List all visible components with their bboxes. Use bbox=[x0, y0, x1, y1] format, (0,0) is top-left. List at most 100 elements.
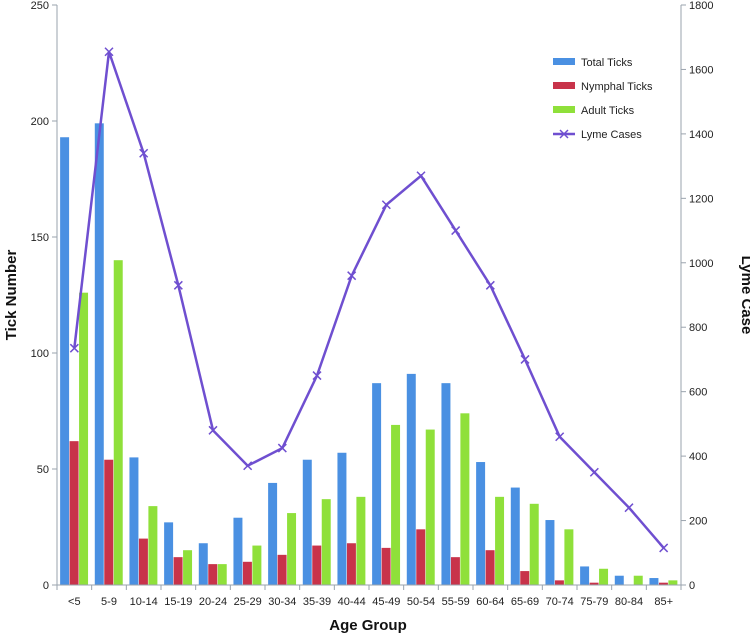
bar-adult-ticks bbox=[356, 496, 366, 585]
x-tick-label: 20-24 bbox=[199, 596, 227, 608]
bar-nymphal-ticks bbox=[554, 580, 564, 585]
bar-total-ticks bbox=[510, 487, 520, 585]
bar-nymphal-ticks bbox=[277, 554, 287, 585]
x-tick-label: 75-79 bbox=[580, 596, 608, 608]
bar-nymphal-ticks bbox=[416, 529, 426, 585]
bar-adult-ticks bbox=[183, 550, 193, 585]
y2-tick-label: 400 bbox=[689, 451, 707, 463]
bar-adult-ticks bbox=[113, 260, 123, 585]
bar-total-ticks bbox=[580, 566, 590, 585]
legend-swatch bbox=[553, 82, 575, 89]
legend-item: Nymphal Ticks bbox=[553, 81, 653, 93]
legend-swatch bbox=[553, 106, 575, 113]
legend: Total Ticks Nymphal Ticks Adult Ticks Lyme … bbox=[553, 57, 653, 141]
legend-label: Lyme Cases bbox=[581, 129, 642, 141]
y2-tick-label: 1000 bbox=[689, 258, 713, 270]
bar-total-ticks bbox=[441, 383, 451, 585]
line-point-marker bbox=[589, 467, 599, 477]
y-axis-title: Tick Number bbox=[3, 250, 20, 341]
y2-tick-label: 1200 bbox=[689, 193, 713, 205]
line-point-marker bbox=[485, 280, 495, 290]
x-axis-title: Age Group bbox=[329, 617, 407, 634]
x-tick-label: 15-19 bbox=[164, 596, 192, 608]
bar-total-ticks bbox=[60, 137, 70, 586]
bar-total-ticks bbox=[164, 522, 174, 585]
bar-total-ticks bbox=[198, 543, 208, 585]
bar-nymphal-ticks bbox=[312, 545, 322, 585]
bar-nymphal-ticks bbox=[69, 441, 79, 585]
bar-adult-ticks bbox=[564, 529, 574, 585]
y2-tick-label: 1400 bbox=[689, 129, 713, 141]
bar-adult-ticks bbox=[391, 424, 401, 585]
bar-adult-ticks bbox=[495, 496, 505, 585]
bar-adult-ticks bbox=[148, 506, 158, 585]
bar-nymphal-ticks bbox=[346, 543, 356, 585]
bar-nymphal-ticks bbox=[520, 571, 530, 585]
x-tick-label: <5 bbox=[68, 596, 81, 608]
bar-total-ticks bbox=[372, 383, 382, 585]
line-lyme-cases bbox=[73, 51, 665, 549]
bar-adult-ticks bbox=[599, 568, 609, 585]
bar-adult-ticks bbox=[217, 564, 227, 585]
legend-item: Total Ticks bbox=[553, 57, 633, 69]
x-tick-label: 50-54 bbox=[407, 596, 435, 608]
bar-nymphal-ticks bbox=[658, 582, 668, 585]
y2-axis-title: Lyme Case bbox=[738, 256, 750, 335]
x-tick-label: 40-44 bbox=[338, 596, 366, 608]
bar-adult-ticks bbox=[529, 503, 539, 585]
bar-adult-ticks bbox=[321, 499, 331, 585]
x-tick-label: 5-9 bbox=[101, 596, 117, 608]
bar-total-ticks bbox=[94, 123, 104, 585]
bar-total-ticks bbox=[406, 373, 416, 585]
line-point-marker bbox=[520, 354, 530, 364]
bar-nymphal-ticks bbox=[485, 550, 495, 585]
x-tick-label: 10-14 bbox=[130, 596, 158, 608]
x-tick-label: 85+ bbox=[654, 596, 673, 608]
y2-tick-label: 1800 bbox=[689, 0, 713, 12]
legend-label: Total Ticks bbox=[581, 57, 633, 69]
line-point-marker bbox=[624, 503, 634, 513]
bar-adult-ticks bbox=[287, 513, 297, 585]
legend-item: Lyme Cases bbox=[553, 129, 642, 141]
bar-total-ticks bbox=[476, 462, 486, 585]
x-tick-label: 80-84 bbox=[615, 596, 643, 608]
bar-total-ticks bbox=[614, 575, 624, 585]
line-point-marker bbox=[555, 432, 565, 442]
x-tick-label: 65-69 bbox=[511, 596, 539, 608]
y-tick-label: 250 bbox=[31, 0, 49, 12]
bar-nymphal-ticks bbox=[104, 459, 114, 585]
y2-tick-label: 200 bbox=[689, 516, 707, 528]
line-point-marker bbox=[243, 461, 253, 471]
bar-nymphal-ticks bbox=[589, 582, 599, 585]
line-point-marker bbox=[208, 425, 218, 435]
legend-label: Nymphal Ticks bbox=[581, 81, 653, 93]
bar-adult-ticks bbox=[425, 429, 435, 585]
y-tick-label: 150 bbox=[31, 232, 49, 244]
bar-adult-ticks bbox=[668, 580, 678, 585]
bar-total-ticks bbox=[233, 517, 243, 585]
x-tick-label: 70-74 bbox=[546, 596, 574, 608]
line-point-marker bbox=[173, 280, 183, 290]
x-tick-label: 25-29 bbox=[234, 596, 262, 608]
line-point-marker bbox=[312, 371, 322, 381]
y-tick-label: 50 bbox=[37, 464, 49, 476]
bar-total-ticks bbox=[337, 452, 347, 585]
bar-total-ticks bbox=[268, 482, 278, 585]
y2-tick-label: 800 bbox=[689, 322, 707, 334]
bar-nymphal-ticks bbox=[208, 564, 218, 585]
x-tick-label: 30-34 bbox=[268, 596, 296, 608]
x-tick-label: 35-39 bbox=[303, 596, 331, 608]
line-point-marker bbox=[104, 47, 114, 57]
y2-tick-label: 1600 bbox=[689, 64, 713, 76]
bar-total-ticks bbox=[649, 578, 659, 585]
legend-item: Adult Ticks bbox=[553, 105, 635, 117]
bar-nymphal-ticks bbox=[138, 538, 148, 585]
legend-swatch bbox=[553, 58, 575, 65]
line-point-marker bbox=[416, 171, 426, 181]
bar-adult-ticks bbox=[252, 545, 262, 585]
line-point-marker bbox=[69, 343, 79, 353]
bar-total-ticks bbox=[545, 520, 555, 585]
line-point-marker bbox=[139, 148, 149, 158]
bar-adult-ticks bbox=[633, 575, 643, 585]
